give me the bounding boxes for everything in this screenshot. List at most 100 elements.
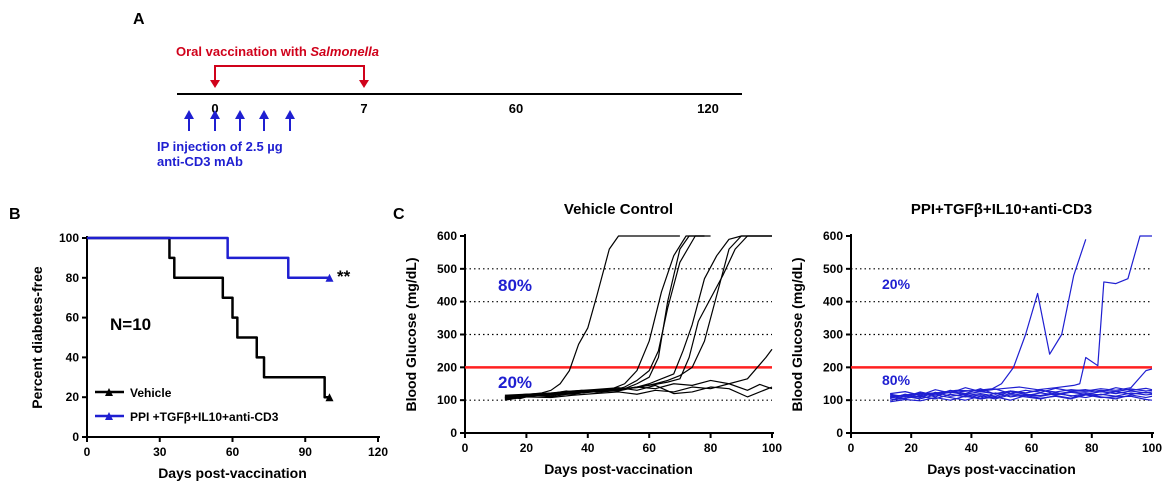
percent-annotation: 20% [498,373,532,392]
x-axis-label: Days post-vaccination [927,461,1076,477]
injection-arrow-head [259,110,269,119]
injection-arrow-head [285,110,295,119]
chart-title: Vehicle Control [564,201,673,218]
panel-c-letter: C [393,206,405,223]
panel-b-letter: B [9,206,21,223]
y-tick-label: 100 [437,393,457,407]
significance-marker: ** [337,267,351,286]
series-line-7 [504,235,772,398]
series-line-2 [87,236,330,280]
injection-arrow-head [235,110,245,119]
y-axis-label: Percent diabetes-free [29,266,45,409]
x-tick-label: 60 [643,441,657,455]
percent-annotation: 20% [882,276,911,292]
y-tick-label: 40 [66,350,80,364]
vaccination-arrowhead-end [359,80,369,88]
x-tick-label: 100 [1142,441,1162,455]
y-tick-label: 60 [66,311,80,325]
y-tick-label: 0 [836,426,843,440]
injection-label-line2: anti-CD3 mAb [157,154,243,169]
y-tick-label: 0 [450,426,457,440]
x-tick-label: 120 [368,445,388,459]
vaccination-label-main: Oral vaccination with [176,44,310,59]
y-tick-label: 300 [823,328,843,342]
series-line-10 [889,393,1153,401]
y-tick-label: 300 [437,328,457,342]
percent-annotation: 80% [498,276,532,295]
y-axis-label: Blood Glucose (mg/dL) [403,258,419,412]
x-tick-label: 80 [1085,441,1099,455]
legend-label-ppi: PPI +TGFβ+IL10+anti-CD3 [130,410,279,424]
series-line-1 [87,236,330,399]
percent-annotation: 80% [882,372,911,388]
series-line-1 [890,239,1087,398]
x-tick-label: 60 [1025,441,1039,455]
series-line-9 [504,383,773,401]
series-line-8 [889,391,1153,400]
legend-marker-vehicle [105,388,113,396]
timeline-tick-120: 120 [697,101,719,116]
y-tick-label: 400 [437,295,457,309]
series-line-2 [890,235,1152,398]
panel-a-letter: A [133,11,145,28]
series-line-6 [504,235,772,400]
y-tick-label: 100 [823,393,843,407]
series-end-marker-1 [325,393,334,402]
series-line-3 [504,235,705,400]
timeline-tick-0: 0 [211,101,218,116]
series-line-8 [504,348,773,399]
vehicle-glucose-chart: Vehicle Control 0 20 40 60 80 100 0 100 200 300 400… [403,201,782,477]
x-tick-label: 20 [905,441,919,455]
series-line-10 [504,384,773,398]
series-line-5 [504,235,772,397]
series-line-2 [504,235,705,400]
injection-arrows [184,110,295,131]
y-tick-label: 500 [437,262,457,276]
timeline-tick-7: 7 [360,101,367,116]
y-tick-label: 600 [437,229,457,243]
survival-chart: 0 30 60 90 120 0 20 40 60 80 100 Days post-vaccinat… [29,231,388,481]
legend-marker-ppi [105,412,113,420]
vaccination-label-italic: Salmonella [310,44,379,59]
chart-title: PPI+TGFβ+IL10+anti-CD3 [911,201,1092,218]
y-tick-label: 200 [823,360,843,374]
panel-a: A Oral vaccination with Salmonella 0 7 6… [133,11,742,169]
vaccination-label: Oral vaccination with Salmonella [176,44,379,59]
injection-label-line1: IP injection of 2.5 µg [157,139,283,154]
series-end-marker-2 [325,273,334,282]
survival-legend: Vehicle PPI +TGFβ+IL10+anti-CD3 [95,386,279,424]
x-tick-label: 30 [153,445,167,459]
y-tick-label: 500 [823,262,843,276]
x-tick-label: 0 [462,441,469,455]
x-axis-label: Days post-vaccination [544,461,693,477]
y-axis-label: Blood Glucose (mg/dL) [789,258,805,412]
timeline-tick-60: 60 [509,101,523,116]
y-tick-label: 200 [437,360,457,374]
injection-arrow-head [210,110,220,119]
legend-label-vehicle: Vehicle [130,386,172,400]
injection-arrow-head [184,110,194,119]
vaccination-arrowhead-start [210,80,220,88]
x-tick-label: 40 [581,441,595,455]
x-tick-label: 0 [848,441,855,455]
x-tick-label: 0 [84,445,91,459]
y-tick-label: 20 [66,390,80,404]
series-line-6 [890,394,1153,403]
x-tick-label: 80 [704,441,718,455]
x-tick-label: 20 [520,441,534,455]
y-tick-label: 80 [66,271,80,285]
ppi-glucose-chart: PPI+TGFβ+IL10+anti-CD3 0 20 40 60 80 100 0 100 20… [789,201,1162,477]
x-tick-label: 100 [762,441,782,455]
y-tick-label: 600 [823,229,843,243]
x-tick-label: 90 [299,445,313,459]
x-tick-label: 60 [226,445,240,459]
vaccination-bracket [214,65,365,84]
y-tick-label: 400 [823,295,843,309]
n-annotation: N=10 [110,315,151,334]
panel-b: B 0 30 60 90 120 0 20 40 60 80 100 Days post-vaccin… [9,206,388,481]
y-tick-label: 0 [72,430,79,444]
x-axis-label: Days post-vaccination [158,465,307,481]
x-tick-label: 40 [965,441,979,455]
